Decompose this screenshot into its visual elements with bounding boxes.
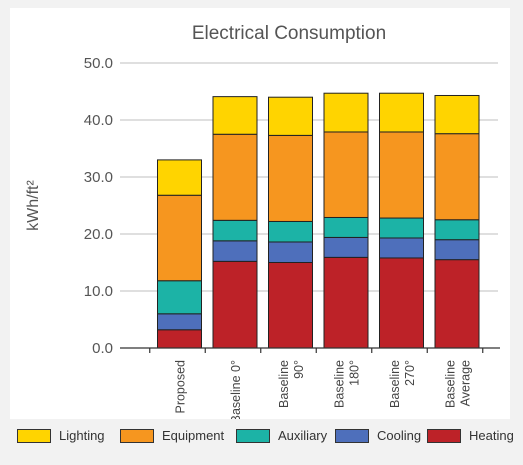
bar-segment-auxiliary xyxy=(379,217,424,239)
bar-segment-heating xyxy=(323,256,369,349)
x-category-label: Proposed xyxy=(174,360,188,414)
bar-segment-heating xyxy=(157,329,202,349)
bar-segment-lighting xyxy=(212,96,258,135)
x-category-label: Average xyxy=(459,360,473,406)
bar-segment-heating xyxy=(268,262,313,349)
chart-title: Electrical Consumption xyxy=(192,23,386,44)
bar-segment-equipment xyxy=(212,133,258,221)
bar-segment-cooling xyxy=(268,241,313,263)
bar-segment-auxiliary xyxy=(323,216,369,238)
x-category-label: Baseline 0° xyxy=(229,360,243,419)
legend-label-auxiliary: Auxiliary xyxy=(278,428,328,443)
legend-label-cooling: Cooling xyxy=(377,428,422,443)
bar-segment-cooling xyxy=(379,237,424,259)
y-axis-label: kWh/ft² xyxy=(25,180,42,231)
chart-panel: Electrical Consumption 0.0 10.0 20.0 30.0 40.… xyxy=(10,8,510,419)
y-tick-label: 0.0 xyxy=(92,340,113,357)
y-tick-label: 20.0 xyxy=(84,226,113,243)
bar-segment-equipment xyxy=(379,131,424,219)
legend-label-lighting: Lighting xyxy=(59,428,105,443)
legend-swatch-heating xyxy=(427,429,461,443)
bar-segment-lighting xyxy=(268,96,313,136)
bar-segment-auxiliary xyxy=(268,220,313,243)
x-category-label: 270° xyxy=(403,360,417,386)
x-category-label: 180° xyxy=(348,360,362,386)
bar-segment-cooling xyxy=(157,313,202,331)
bar-segment-heating xyxy=(379,257,424,349)
bar-segment-auxiliary xyxy=(434,219,480,241)
x-category-label: Baseline xyxy=(333,360,347,408)
x-category-label: Baseline xyxy=(388,360,402,408)
stacked-bar-chart: Electrical Consumption 0.0 10.0 20.0 30.0 40.… xyxy=(25,23,500,419)
x-category-label: Baseline xyxy=(444,360,458,408)
bar-segment-equipment xyxy=(434,133,480,221)
bar-segment-auxiliary xyxy=(212,219,258,242)
x-category-label: 90° xyxy=(292,360,306,379)
y-tick-label: 30.0 xyxy=(84,169,113,186)
bar-segment-lighting xyxy=(379,92,424,133)
bar-segment-lighting xyxy=(157,159,202,196)
legend-swatch-auxiliary xyxy=(236,429,270,443)
legend-swatch-equipment xyxy=(120,429,154,443)
bar-segment-equipment xyxy=(323,131,369,218)
bar-segment-heating xyxy=(212,260,258,349)
x-category-label: Baseline xyxy=(277,360,291,408)
y-tick-label: 50.0 xyxy=(84,55,113,72)
bar-segment-cooling xyxy=(212,240,258,262)
bar-segment-lighting xyxy=(323,92,369,133)
bar-segment-equipment xyxy=(268,134,313,222)
y-tick-label: 40.0 xyxy=(84,112,113,129)
bar-segment-lighting xyxy=(434,94,480,135)
y-tick-label: 10.0 xyxy=(84,283,113,300)
bar-segment-heating xyxy=(434,259,480,349)
legend-label-equipment: Equipment xyxy=(162,428,225,443)
legend-swatch-lighting xyxy=(17,429,51,443)
legend-label-heating: Heating xyxy=(469,428,514,443)
bar-segment-equipment xyxy=(157,194,202,282)
bar-segment-cooling xyxy=(323,236,369,258)
bar-segment-cooling xyxy=(434,239,480,261)
legend-swatch-cooling xyxy=(335,429,369,443)
chart-legend: Lighting Equipment Auxiliary Cooling Hea… xyxy=(0,419,523,465)
bar-segment-auxiliary xyxy=(157,280,202,315)
